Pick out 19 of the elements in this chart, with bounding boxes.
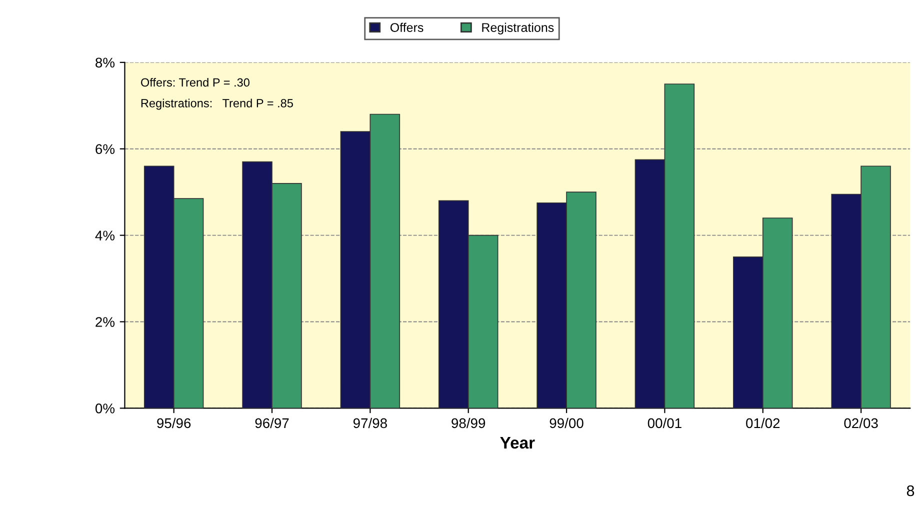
y-tick-label: 4% [95,230,115,240]
x-tick-label: 99/00 [550,418,584,428]
legend-label: Offers [390,22,424,32]
y-tick-label: 8% [96,58,115,68]
y-tick-label: 0% [95,404,115,414]
x-tick-label: 95/96 [157,418,191,428]
x-tick-label: 02/03 [844,418,878,428]
x-tick-label: 96/97 [255,418,289,428]
y-tick-label: 6% [96,144,115,154]
x-tick-label: 98/99 [452,418,486,428]
x-axis-title: Year [500,437,535,449]
text: 8 [906,485,914,496]
y-tick-label: 2% [96,317,115,327]
x-tick-label: 00/01 [648,418,682,428]
annotation: Registrations: Trend P = .85 [141,98,293,110]
annotation: Offers: Trend P = .30 [141,78,250,87]
x-tick-label: 01/02 [746,418,780,428]
x-tick-label: 97/98 [353,418,387,428]
legend-label: Registrations [482,22,554,34]
